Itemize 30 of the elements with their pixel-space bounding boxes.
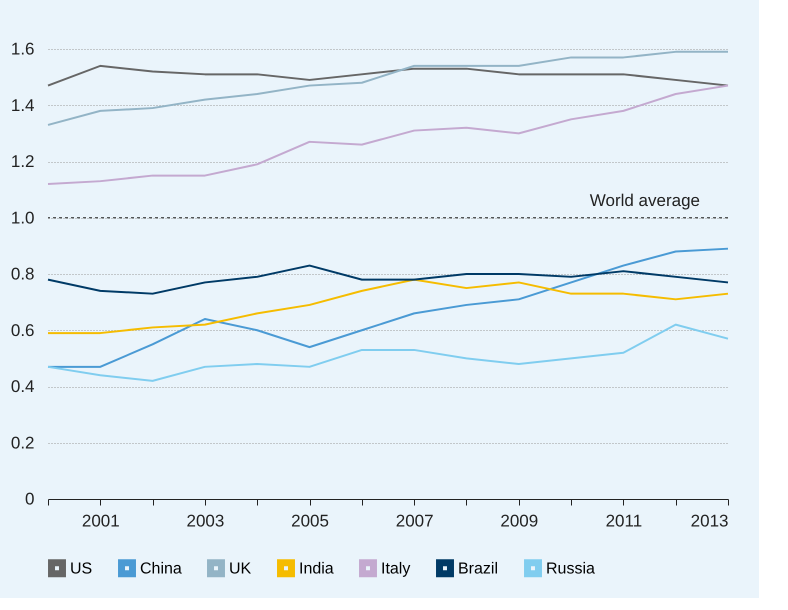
y-tick-label: 0 <box>25 490 34 508</box>
legend-label: UK <box>229 560 252 578</box>
x-tick-label: 2003 <box>186 512 224 530</box>
y-tick-label: 0.4 <box>10 377 34 396</box>
line-series <box>47 278 729 334</box>
line-series <box>47 64 729 87</box>
legend-label: Brazil <box>458 560 498 578</box>
x-tick-label: 2011 <box>606 512 642 530</box>
legend-label: China <box>140 560 182 578</box>
x-tick-label: 2001 <box>82 512 120 530</box>
x-tick-label: 2005 <box>291 512 329 530</box>
line-series <box>47 84 729 185</box>
x-tick-label: 2007 <box>396 512 434 530</box>
ref-line-label: World average <box>590 190 700 210</box>
line-series <box>47 264 729 295</box>
legend-label: US <box>70 560 92 578</box>
y-tick-label: 1.6 <box>10 40 34 58</box>
line-series <box>47 324 729 382</box>
legend-label: Italy <box>381 560 410 578</box>
x-tick-label: 2009 <box>500 512 538 530</box>
legend-label: India <box>299 560 334 578</box>
legend-label: Russia <box>546 560 596 578</box>
x-tick-label: 2013 <box>690 512 728 530</box>
y-tick-label: 1.2 <box>10 152 34 171</box>
y-tick-label: 1.4 <box>10 96 34 115</box>
y-tick-label: 0.6 <box>10 320 34 340</box>
line-series <box>47 50 729 126</box>
y-tick-label: 0.8 <box>10 264 34 284</box>
y-tick-label: 1.0 <box>10 208 34 228</box>
y-tick-label: 0.2 <box>10 433 34 452</box>
